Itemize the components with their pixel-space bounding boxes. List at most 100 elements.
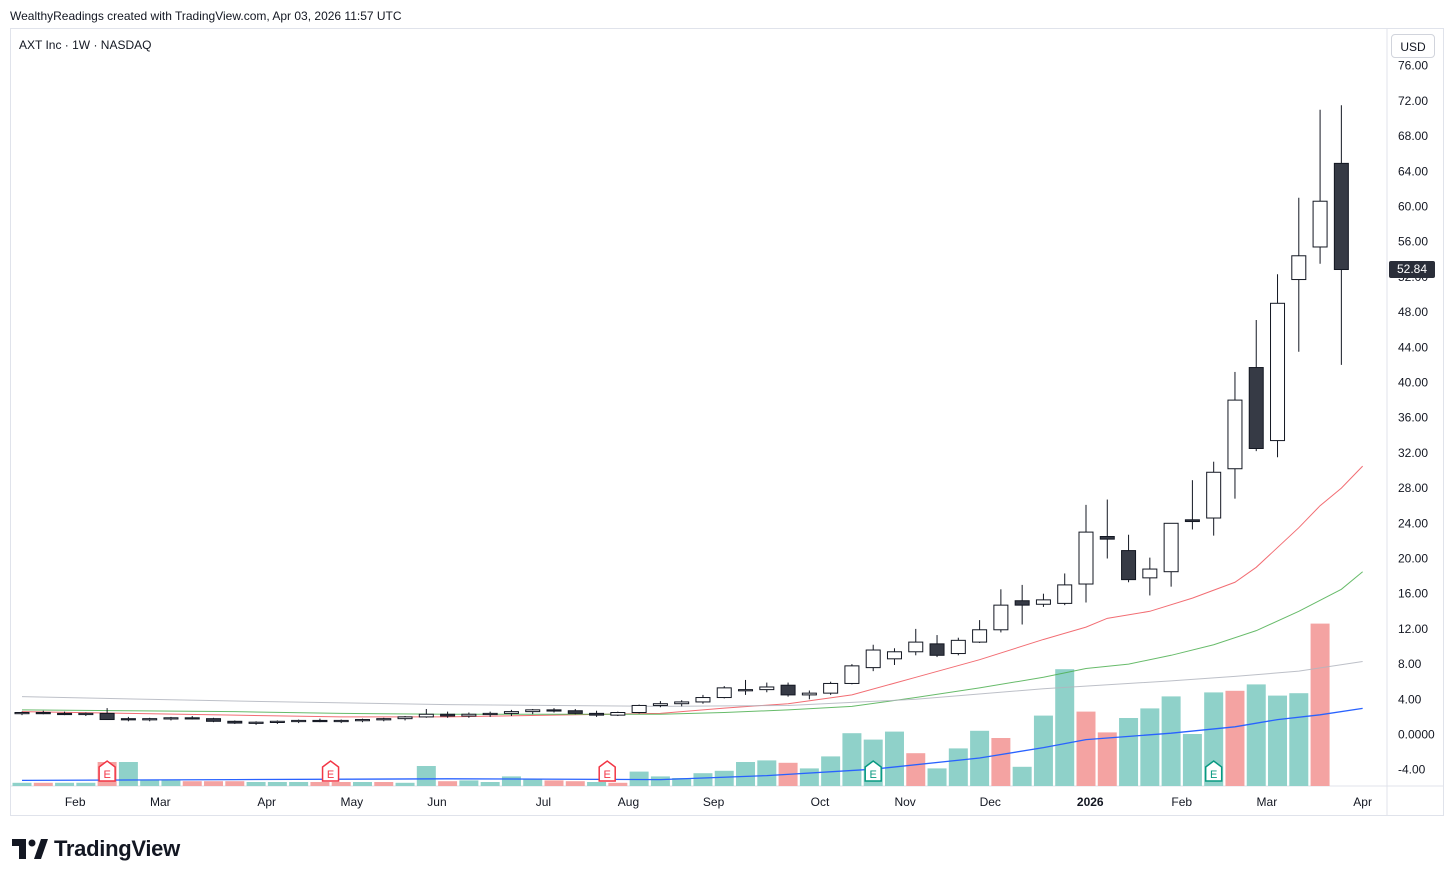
earnings-marker[interactable]: [598, 760, 616, 782]
candle[interactable]: [142, 718, 158, 721]
candle[interactable]: [929, 643, 945, 656]
candle[interactable]: [1142, 568, 1158, 579]
candle[interactable]: [908, 641, 924, 653]
candle[interactable]: [269, 720, 285, 723]
candle[interactable]: [972, 629, 988, 643]
candle[interactable]: [291, 719, 307, 723]
candle[interactable]: [695, 697, 711, 703]
candle[interactable]: [1057, 584, 1073, 604]
volume-bar: [267, 782, 287, 786]
candle[interactable]: [1291, 255, 1307, 281]
candle[interactable]: [78, 712, 94, 716]
candle[interactable]: [1121, 550, 1137, 581]
moving-average-line: [21, 707, 1363, 782]
candle[interactable]: [376, 718, 392, 721]
candle[interactable]: [120, 718, 136, 721]
x-axis-tick-label: Mar: [150, 795, 171, 809]
candle[interactable]: [14, 712, 30, 715]
volume-bar: [1097, 732, 1117, 786]
candle[interactable]: [461, 713, 477, 717]
volume-bar: [416, 766, 436, 786]
y-axis-tick-label: 72.00: [1398, 94, 1428, 108]
earnings-marker[interactable]: [864, 760, 882, 782]
candle[interactable]: [163, 717, 179, 720]
candle[interactable]: [674, 701, 690, 705]
candle[interactable]: [1035, 599, 1051, 605]
candle[interactable]: [227, 720, 243, 724]
candle[interactable]: [1248, 367, 1264, 450]
candle[interactable]: [525, 709, 541, 713]
volume-bar: [1055, 669, 1075, 786]
candle[interactable]: [1014, 600, 1030, 606]
candle[interactable]: [801, 692, 817, 696]
candle[interactable]: [865, 649, 881, 669]
volume-bar: [118, 762, 138, 786]
volume-bar: [1076, 711, 1096, 786]
candle[interactable]: [57, 712, 73, 716]
x-axis-tick-label: Sep: [703, 795, 725, 809]
volume-bar: [650, 776, 670, 786]
candle[interactable]: [716, 687, 732, 699]
candle[interactable]: [482, 712, 498, 716]
volume-bar: [225, 781, 245, 786]
candle[interactable]: [418, 713, 434, 718]
candle[interactable]: [1333, 162, 1349, 271]
volume-bar: [55, 782, 75, 786]
candle[interactable]: [503, 711, 519, 714]
candle[interactable]: [1078, 531, 1094, 585]
candle[interactable]: [354, 719, 370, 722]
tradingview-brand[interactable]: TradingView: [12, 836, 180, 862]
candle[interactable]: [333, 719, 349, 723]
candle[interactable]: [1184, 519, 1200, 523]
candle[interactable]: [652, 703, 668, 706]
volume-bar: [480, 782, 500, 786]
candle[interactable]: [780, 684, 796, 696]
candle[interactable]: [823, 682, 839, 694]
volume-bar: [906, 753, 926, 786]
candle[interactable]: [844, 665, 860, 684]
y-axis-tick-label: 44.00: [1398, 340, 1428, 354]
candle[interactable]: [206, 718, 222, 722]
candle[interactable]: [589, 712, 605, 716]
candle[interactable]: [1099, 536, 1115, 540]
earnings-marker[interactable]: [1204, 760, 1223, 782]
y-axis-tick-label: 32.00: [1398, 446, 1428, 460]
candle[interactable]: [248, 721, 264, 724]
symbol-legend[interactable]: AXT Inc · 1W · NASDAQ: [19, 38, 152, 52]
last-price-label: 52.84: [1389, 261, 1435, 278]
candle[interactable]: [950, 639, 966, 655]
candle[interactable]: [1227, 399, 1243, 470]
chart-caption: WealthyReadings created with TradingView…: [10, 9, 402, 23]
candle[interactable]: [35, 712, 51, 715]
candle[interactable]: [886, 651, 902, 660]
candle[interactable]: [567, 710, 583, 714]
earnings-marker[interactable]: [321, 760, 340, 782]
candle[interactable]: [1312, 200, 1328, 248]
earnings-marker-label: E: [1210, 769, 1217, 781]
volume-bar: [927, 768, 947, 786]
candle[interactable]: [1206, 471, 1222, 519]
volume-bar: [672, 778, 692, 786]
volume-bar: [76, 782, 96, 786]
candle[interactable]: [312, 719, 328, 723]
candle[interactable]: [738, 689, 754, 692]
volume-bar: [1161, 696, 1181, 786]
candle[interactable]: [397, 716, 413, 720]
moving-average-line: [21, 571, 1363, 715]
volume-bar: [1289, 693, 1309, 786]
candle[interactable]: [1163, 522, 1179, 573]
candle[interactable]: [610, 712, 626, 716]
currency-button[interactable]: USD: [1391, 34, 1435, 58]
candle[interactable]: [993, 604, 1009, 631]
candle[interactable]: [184, 717, 200, 720]
candle[interactable]: [440, 713, 456, 717]
candle[interactable]: [759, 686, 775, 691]
candle[interactable]: [1270, 302, 1286, 442]
volume-bar: [33, 782, 53, 786]
y-axis-tick-label: 64.00: [1398, 164, 1428, 178]
candle[interactable]: [631, 704, 647, 714]
earnings-marker[interactable]: [98, 760, 116, 782]
candle[interactable]: [546, 709, 562, 712]
candle[interactable]: [99, 712, 115, 721]
